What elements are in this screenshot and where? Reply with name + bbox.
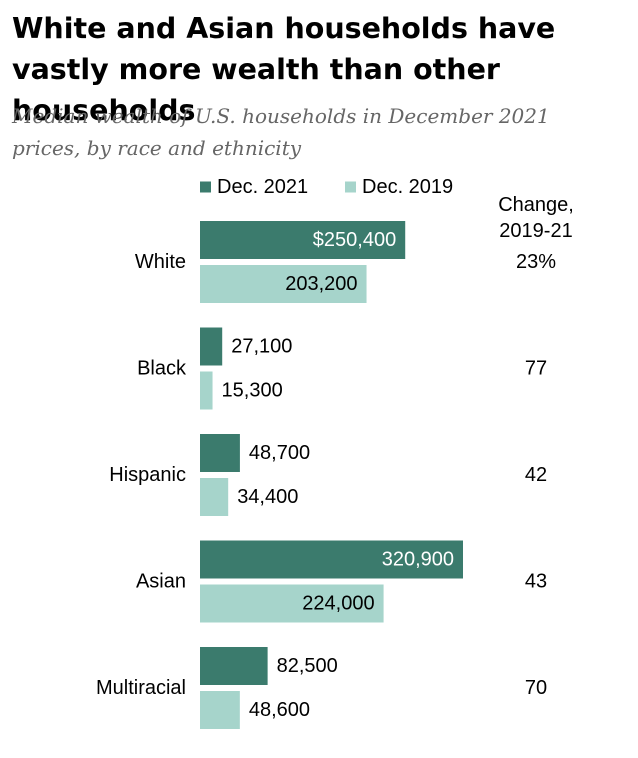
- legend-swatch-0: [200, 181, 211, 193]
- change-header-line1: Change,: [498, 194, 574, 216]
- category-label: Multiracial: [96, 677, 186, 699]
- chart-subtitle: Median wealth of U.S. households in Dece…: [12, 104, 550, 160]
- bar-data-label: 15,300: [222, 380, 283, 402]
- bar-data-label: 48,600: [249, 699, 310, 721]
- change-value: 42: [525, 464, 547, 486]
- bar-data-label: 320,900: [382, 549, 454, 571]
- bar: [200, 371, 213, 410]
- bar-data-label: 82,500: [277, 655, 338, 677]
- bar-data-label: 203,200: [285, 273, 357, 295]
- bar: [200, 478, 229, 516]
- category-label: Hispanic: [109, 464, 186, 486]
- bar: [200, 691, 240, 729]
- bar: [200, 584, 384, 623]
- bar-data-label: 34,400: [237, 486, 298, 508]
- change-header-line2: 2019-21: [499, 220, 572, 242]
- change-value: 23%: [516, 251, 556, 273]
- legend-label-1: Dec. 2019: [362, 176, 453, 198]
- legend-label-0: Dec. 2021: [217, 176, 308, 198]
- bar-data-label: 48,700: [249, 442, 310, 464]
- bar-data-label: 27,100: [231, 336, 292, 358]
- change-value: 77: [525, 358, 547, 380]
- change-value: 43: [525, 571, 547, 593]
- bar: [200, 265, 367, 303]
- bar: [200, 221, 406, 259]
- bar: [200, 327, 223, 366]
- category-label: Black: [137, 358, 187, 380]
- chart-title: White and Asian households have vastly m…: [12, 12, 556, 127]
- bar: [200, 540, 463, 579]
- bar-data-label: $250,400: [313, 229, 396, 251]
- change-value: 70: [525, 677, 547, 699]
- legend-swatch-1: [345, 181, 356, 193]
- bar-data-label: 224,000: [302, 593, 374, 615]
- category-label: Asian: [136, 571, 186, 593]
- bar: [200, 647, 268, 685]
- category-label: White: [135, 251, 186, 273]
- bar: [200, 434, 240, 472]
